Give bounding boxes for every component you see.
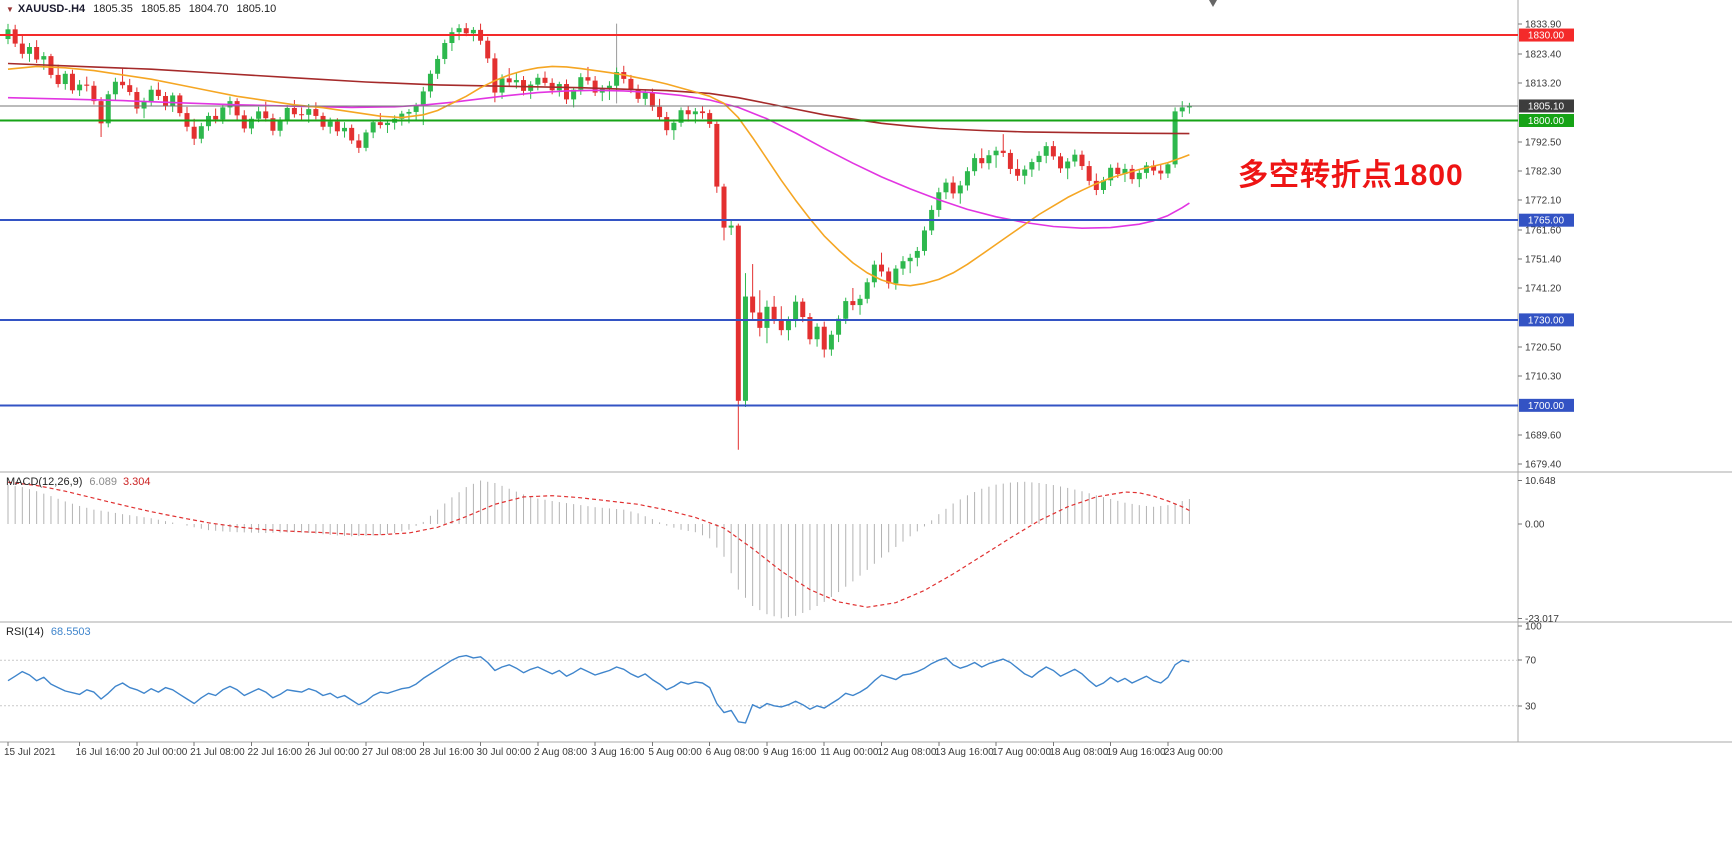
time-axis-label: 9 Aug 16:00 xyxy=(763,747,817,758)
rsi-indicator-label: RSI(14) 68.5503 xyxy=(6,626,91,638)
bid-price-badge-label: 1805.10 xyxy=(1528,101,1565,112)
macd-indicator-label: MACD(12,26,9) 6.089 3.304 xyxy=(6,476,150,488)
price-tick-label: 1710.30 xyxy=(1525,372,1562,383)
price-line-badge xyxy=(1519,398,1574,412)
price-axis[interactable] xyxy=(1518,0,1732,742)
ohlc-close: 1805.10 xyxy=(236,3,277,15)
price-tick-label: 1823.40 xyxy=(1525,49,1562,60)
price-line-badge-label: 1700.00 xyxy=(1528,401,1565,412)
ma-orange xyxy=(7,65,1190,287)
time-axis-label: 3 Aug 16:00 xyxy=(591,747,645,758)
macd-signal-value: 3.304 xyxy=(122,476,151,488)
time-axis-label: 15 Jul 2021 xyxy=(4,747,56,758)
macd-axis-label: -23.017 xyxy=(1525,614,1559,625)
macd-label: MACD(12,26,9) xyxy=(6,476,83,488)
time-axis-label: 18 Aug 08:00 xyxy=(1049,747,1108,758)
candles xyxy=(5,23,1192,450)
price-tick-label: 1813.20 xyxy=(1525,78,1562,89)
price-line-badge xyxy=(1519,313,1574,327)
symbol-label: XAUUSD-.H4 xyxy=(17,3,86,15)
time-axis-label: 20 Jul 00:00 xyxy=(133,747,188,758)
rsi-axis-label: 30 xyxy=(1525,701,1537,712)
ohlc-high: 1805.85 xyxy=(140,3,181,15)
time-axis-label: 21 Jul 08:00 xyxy=(190,747,245,758)
time-axis-label: 12 Aug 08:00 xyxy=(878,747,937,758)
price-line-badge-label: 1765.00 xyxy=(1528,216,1565,227)
macd-histogram xyxy=(7,480,1190,619)
price-tick-label: 1720.50 xyxy=(1525,342,1562,353)
price-tick-label: 1833.90 xyxy=(1525,19,1562,30)
price-tick-label: 1741.20 xyxy=(1525,283,1562,294)
price-tick-label: 1689.60 xyxy=(1525,430,1562,441)
macd-main-value: 6.089 xyxy=(89,476,117,488)
time-axis-label: 16 Jul 16:00 xyxy=(76,747,131,758)
price-tick-label: 1751.40 xyxy=(1525,254,1562,265)
rsi-line xyxy=(7,654,1190,724)
price-line-badge-label: 1800.00 xyxy=(1528,116,1565,127)
chart-shift-marker-icon xyxy=(1209,0,1217,7)
chart-title: ▼ XAUUSD-.H4 1805.35 1805.85 1804.70 1805.10 xyxy=(6,3,276,15)
price-tick-label: 1772.10 xyxy=(1525,195,1562,206)
macd-axis-label: 0.00 xyxy=(1525,520,1545,531)
time-axis-label: 27 Jul 08:00 xyxy=(362,747,417,758)
ohlc-low: 1804.70 xyxy=(188,3,229,15)
time-axis-label: 2 Aug 08:00 xyxy=(534,747,588,758)
price-tick-label: 1792.50 xyxy=(1525,137,1562,148)
ma-darkred xyxy=(7,62,1190,135)
time-axis-label: 22 Jul 16:00 xyxy=(247,747,302,758)
price-tick-label: 1782.30 xyxy=(1525,166,1562,177)
time-axis[interactable] xyxy=(0,742,1732,760)
price-line-badge xyxy=(1519,213,1574,227)
time-axis-label: 6 Aug 08:00 xyxy=(706,747,760,758)
time-axis-label: 5 Aug 00:00 xyxy=(648,747,702,758)
macd-axis-label: 10.648 xyxy=(1525,476,1556,487)
price-tick-label: 1761.60 xyxy=(1525,225,1562,236)
price-line-badge-label: 1830.00 xyxy=(1528,31,1565,42)
time-axis-label: 13 Aug 16:00 xyxy=(935,747,994,758)
time-axis-label: 28 Jul 16:00 xyxy=(419,747,474,758)
time-axis-label: 19 Aug 16:00 xyxy=(1107,747,1166,758)
ohlc-open: 1805.35 xyxy=(93,3,133,15)
time-axis-label: 17 Aug 00:00 xyxy=(992,747,1051,758)
bid-price-badge xyxy=(1519,99,1574,113)
price-tick-label: 1679.40 xyxy=(1525,460,1562,471)
rsi-axis-label: 70 xyxy=(1525,656,1537,667)
price-line-badge xyxy=(1519,113,1574,127)
macd-signal-line xyxy=(7,481,1190,608)
time-axis-label: 11 Aug 00:00 xyxy=(820,747,879,758)
price-line-badge-label: 1730.00 xyxy=(1528,315,1565,326)
time-axis-label: 30 Jul 00:00 xyxy=(477,747,532,758)
rsi-value: 68.5503 xyxy=(50,626,91,638)
rsi-label: RSI(14) xyxy=(6,626,44,638)
time-axis-label: 23 Aug 00:00 xyxy=(1164,747,1223,758)
chart-annotation-text[interactable]: 多空转折点1800 xyxy=(1238,159,1464,192)
rsi-axis-label: 100 xyxy=(1525,622,1542,633)
time-axis-label: 26 Jul 00:00 xyxy=(305,747,360,758)
price-line-badge xyxy=(1519,28,1574,42)
symbol-marker-icon: ▼ xyxy=(6,5,14,14)
